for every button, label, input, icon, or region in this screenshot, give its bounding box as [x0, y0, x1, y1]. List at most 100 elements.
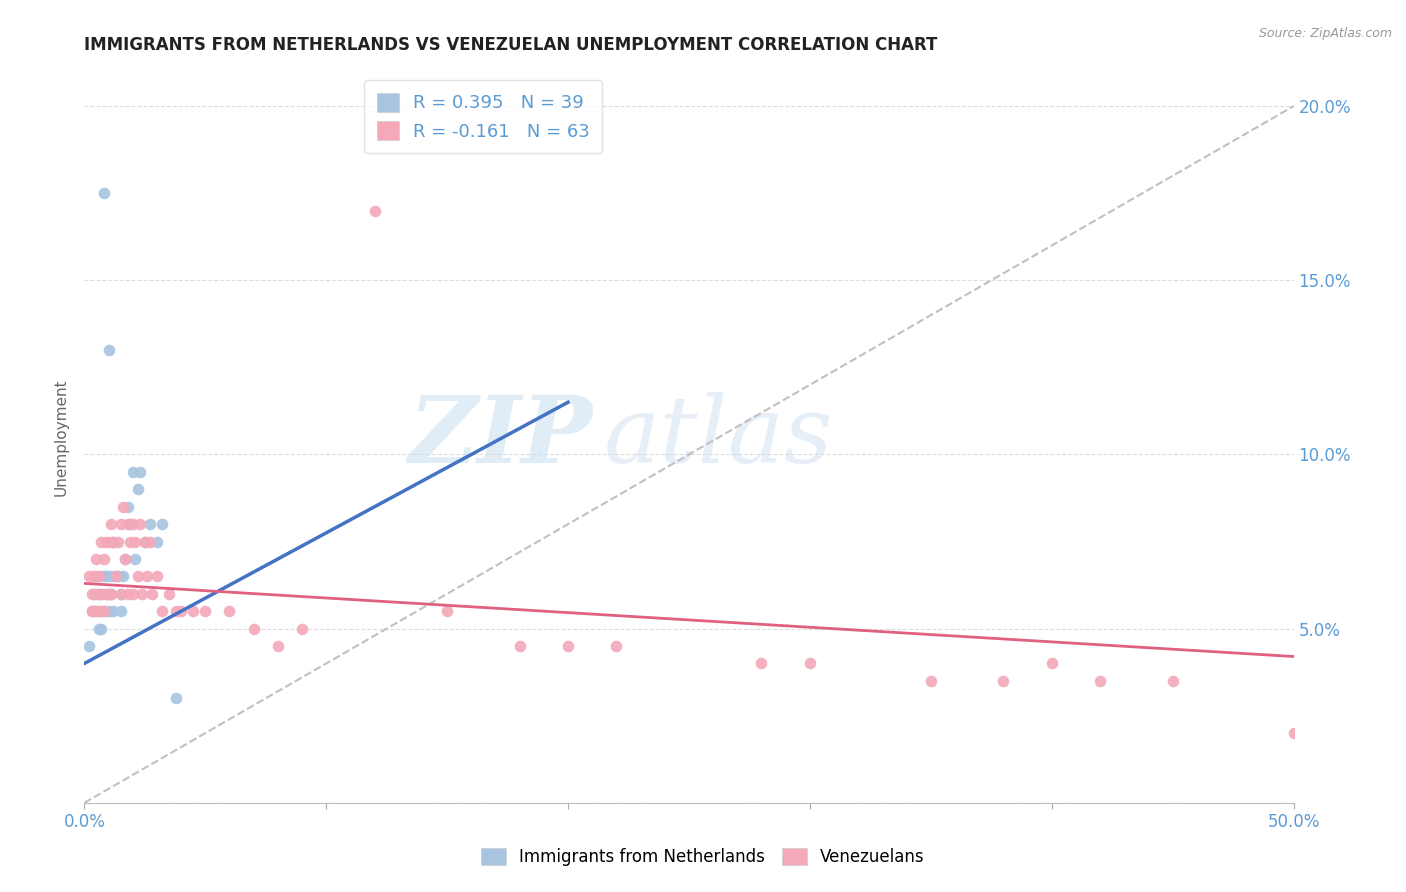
Point	[134, 534, 156, 549]
Point	[87, 587, 110, 601]
Point	[94, 587, 117, 601]
Point	[103, 534, 125, 549]
Point	[146, 569, 169, 583]
Point	[218, 604, 240, 618]
Point	[107, 569, 129, 583]
Point	[127, 569, 149, 583]
Point	[110, 604, 132, 618]
Point	[1088, 673, 1111, 688]
Point	[103, 534, 125, 549]
Point	[129, 465, 152, 479]
Point	[267, 639, 290, 653]
Point	[110, 587, 132, 601]
Point	[165, 691, 187, 706]
Point	[124, 552, 146, 566]
Point	[131, 587, 153, 601]
Legend: Immigrants from Netherlands, Venezuelans: Immigrants from Netherlands, Venezuelans	[472, 840, 934, 875]
Point	[138, 517, 160, 532]
Point	[94, 534, 117, 549]
Point	[100, 569, 122, 583]
Point	[80, 604, 103, 618]
Point	[110, 517, 132, 532]
Point	[1161, 673, 1184, 688]
Point	[436, 604, 458, 618]
Point	[104, 569, 127, 583]
Point	[97, 604, 120, 618]
Point	[799, 657, 821, 671]
Point	[165, 604, 187, 618]
Point	[114, 552, 136, 566]
Text: Source: ZipAtlas.com: Source: ZipAtlas.com	[1258, 27, 1392, 40]
Point	[94, 569, 117, 583]
Point	[93, 604, 115, 618]
Text: ZIP: ZIP	[408, 392, 592, 482]
Legend: R = 0.395   N = 39, R = -0.161   N = 63: R = 0.395 N = 39, R = -0.161 N = 63	[364, 80, 602, 153]
Text: IMMIGRANTS FROM NETHERLANDS VS VENEZUELAN UNEMPLOYMENT CORRELATION CHART: IMMIGRANTS FROM NETHERLANDS VS VENEZUELA…	[84, 36, 938, 54]
Point	[181, 604, 204, 618]
Point	[291, 622, 314, 636]
Point	[605, 639, 627, 653]
Point	[138, 534, 160, 549]
Point	[157, 587, 180, 601]
Point	[170, 604, 193, 618]
Point	[93, 186, 115, 201]
Point	[117, 587, 139, 601]
Point	[94, 587, 117, 601]
Point	[86, 604, 108, 618]
Point	[127, 483, 149, 497]
Point	[87, 569, 110, 583]
Point	[124, 534, 146, 549]
Point	[114, 552, 136, 566]
Point	[117, 500, 139, 514]
Point	[87, 622, 110, 636]
Point	[90, 587, 112, 601]
Point	[87, 604, 110, 618]
Point	[1282, 726, 1305, 740]
Point	[363, 203, 385, 218]
Point	[117, 517, 139, 532]
Point	[93, 604, 115, 618]
Point	[93, 552, 115, 566]
Point	[509, 639, 531, 653]
Point	[150, 517, 173, 532]
Point	[121, 465, 143, 479]
Point	[150, 604, 173, 618]
Point	[194, 604, 217, 618]
Point	[90, 587, 112, 601]
Point	[97, 534, 120, 549]
Point	[141, 587, 163, 601]
Point	[86, 569, 108, 583]
Point	[134, 534, 156, 549]
Point	[86, 552, 108, 566]
Point	[83, 569, 105, 583]
Point	[146, 534, 169, 549]
Point	[86, 587, 108, 601]
Point	[557, 639, 579, 653]
Point	[242, 622, 264, 636]
Point	[993, 673, 1015, 688]
Point	[83, 587, 105, 601]
Point	[110, 587, 132, 601]
Point	[1040, 657, 1063, 671]
Point	[97, 587, 120, 601]
Point	[129, 517, 152, 532]
Point	[112, 569, 135, 583]
Point	[90, 622, 112, 636]
Point	[90, 604, 112, 618]
Point	[80, 587, 103, 601]
Point	[100, 587, 122, 601]
Text: atlas: atlas	[605, 392, 834, 482]
Point	[100, 587, 122, 601]
Point	[77, 569, 100, 583]
Point	[104, 569, 127, 583]
Point	[121, 587, 143, 601]
Point	[77, 639, 100, 653]
Point	[112, 500, 135, 514]
Point	[120, 517, 142, 532]
Point	[103, 604, 125, 618]
Point	[107, 534, 129, 549]
Point	[83, 604, 105, 618]
Y-axis label: Unemployment: Unemployment	[53, 378, 69, 496]
Point	[920, 673, 942, 688]
Point	[93, 569, 115, 583]
